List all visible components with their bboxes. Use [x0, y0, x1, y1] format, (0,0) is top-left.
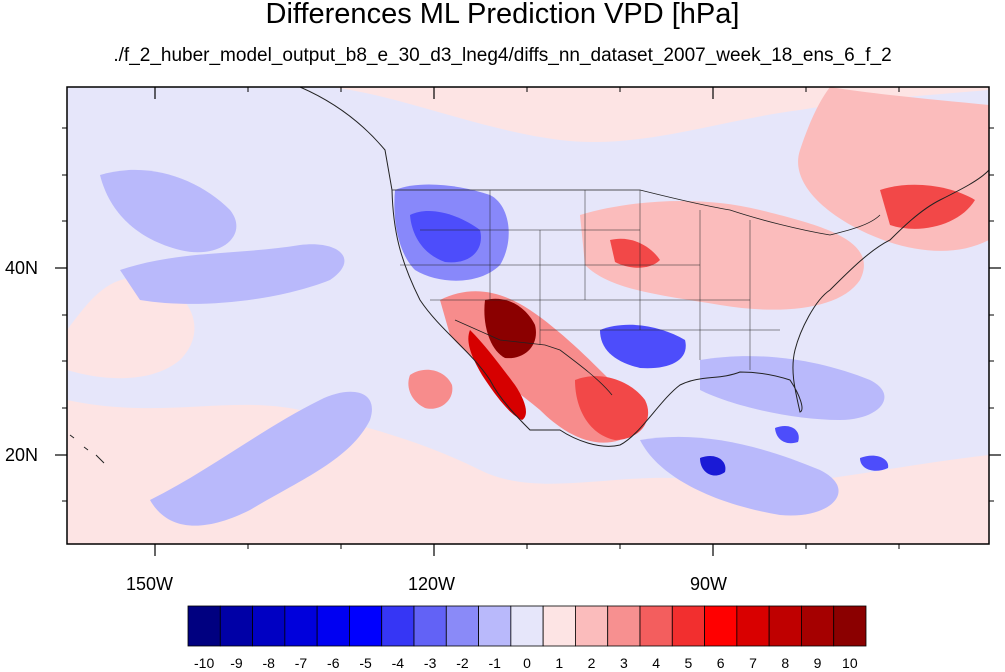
- region-blue-pacific-north: [100, 169, 237, 253]
- colorbar-tick-label: 7: [749, 655, 757, 671]
- colorbar-tick-label: 1: [555, 655, 564, 671]
- colorbar-tick-label: 6: [716, 655, 725, 671]
- colorbar-box: [768, 605, 802, 647]
- region-red-midwest: [580, 200, 864, 310]
- region-red-baja: [468, 330, 526, 420]
- colorbar-tick-label: -3: [423, 655, 437, 671]
- colorbar-box: [349, 605, 383, 647]
- colorbar-tick-label: 3: [619, 655, 628, 671]
- region-red-core: [484, 298, 536, 359]
- colorbar-box: [607, 605, 641, 647]
- region-blue-northwest-core: [410, 210, 481, 263]
- colorbar-box: [801, 605, 835, 647]
- colorbar-tick-label: -1: [488, 655, 501, 671]
- lon-tick-label-120w: 120W: [408, 574, 456, 594]
- colorbar-box: [187, 605, 221, 647]
- lat-tick-label-40n: 40N: [5, 258, 39, 278]
- colorbar-tick-label: 2: [587, 655, 596, 671]
- colorbar-box: [510, 605, 544, 647]
- colorbar-box: [833, 605, 867, 647]
- colorbar-tick-label: 10: [842, 655, 858, 671]
- colorbar-tick-label: -10: [194, 655, 215, 671]
- colorbar-box: [542, 605, 576, 647]
- state-lines-horizontal: [400, 229, 780, 331]
- region-red-midwest-core: [610, 238, 660, 268]
- region-red-pacific-spot: [408, 369, 453, 409]
- colorbar-tick-label: 5: [684, 655, 693, 671]
- colorbar-box: [316, 605, 350, 647]
- region-blue-gulf-spot-1: [700, 455, 726, 476]
- colorbar-tick-label: 0: [523, 655, 531, 671]
- colorbar-box: [284, 605, 318, 647]
- map-subtitle: ./f_2_huber_model_output_b8_e_30_d3_lneg…: [113, 45, 892, 66]
- hawaii-islands: [69, 434, 105, 464]
- lon-tick-label-90w: 90W: [690, 574, 728, 594]
- colorbar-tick-label: -8: [262, 655, 275, 671]
- colorbar-box: [445, 605, 479, 647]
- colorbar-tick-label: -2: [456, 655, 469, 671]
- lat-tick-label-20n: 20N: [5, 445, 39, 465]
- colorbar-box: [736, 605, 770, 647]
- colorbar-tick-label: 8: [781, 655, 790, 671]
- colorbar-tick-label: 4: [652, 655, 661, 671]
- colorbar-tick-label: -7: [294, 655, 308, 671]
- us-canada-border: [392, 189, 881, 236]
- colorbar-box: [219, 605, 253, 647]
- region-blue-pacific-mid: [120, 244, 345, 304]
- colorbar: [187, 605, 867, 647]
- region-red-northeast: [880, 184, 975, 229]
- region-blue-gulf-spot-2: [860, 455, 889, 471]
- colorbar-box: [252, 605, 286, 647]
- colorbar-box: [704, 605, 738, 647]
- major-ticks: [55, 87, 1001, 556]
- colorbar-box: [639, 605, 673, 647]
- region-pink-ocean-west: [67, 278, 195, 379]
- region-blue-pacific-band: [150, 391, 372, 526]
- colorbar-box: [671, 605, 705, 647]
- lon-tick-label-150w: 150W: [126, 574, 174, 594]
- minor-ticks: [62, 87, 994, 549]
- us-mexico-border: [454, 319, 613, 396]
- region-red-texas: [575, 376, 649, 440]
- map-title: Differences ML Prediction VPD [hPa]: [265, 0, 740, 30]
- colorbar-box: [478, 605, 512, 647]
- map-field: [67, 87, 989, 544]
- colorbar-box: [381, 605, 415, 647]
- region-blue-gulf-spot-3: [775, 425, 799, 444]
- colorbar-tick-label: 9: [813, 655, 822, 671]
- colorbar-tick-label: -6: [327, 655, 340, 671]
- state-lines-vertical: [489, 190, 751, 370]
- coastline-north-america: [299, 87, 989, 447]
- region-blue-caribbean: [640, 436, 839, 516]
- colorbar-box: [413, 605, 447, 647]
- colorbar-tick-label: -5: [359, 655, 372, 671]
- colorbar-tick-label: -9: [230, 655, 243, 671]
- colorbar-tick-label: -4: [391, 655, 405, 671]
- region-blue-texas: [600, 324, 686, 369]
- colorbar-box: [575, 605, 609, 647]
